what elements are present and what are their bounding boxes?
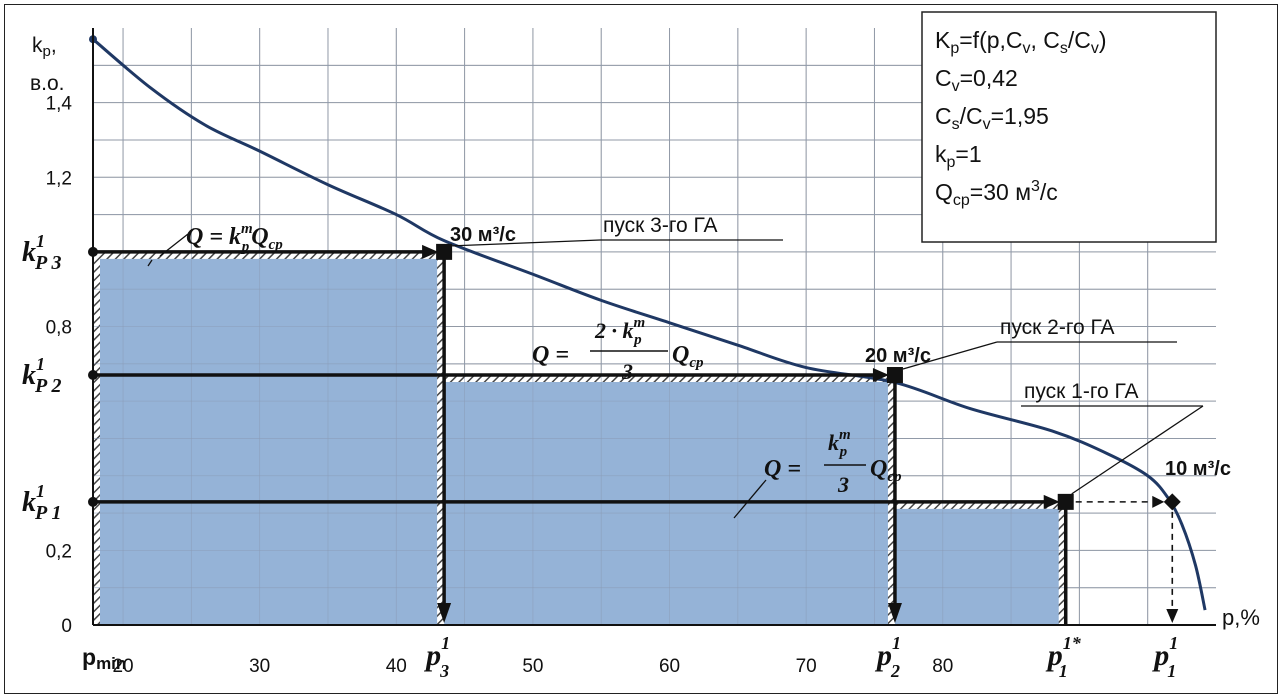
- formula-2-num: 2 · km p: [594, 315, 645, 348]
- formula-2-lhs: Q =: [532, 342, 569, 368]
- formula-3-rest: Qcp: [870, 456, 902, 485]
- y-axis-label: kp,: [32, 34, 57, 60]
- operating-point-2: [886, 367, 903, 384]
- info-box-line-1: Kp=f(p,Cv, Cs/Cv): [935, 27, 1107, 57]
- duration-curve: [92, 38, 1207, 611]
- level-dot-1: [88, 496, 98, 507]
- operating-point-1: [436, 243, 453, 260]
- drop-arrow-2: [887, 603, 902, 623]
- formula-3-num: km p: [828, 427, 851, 460]
- info-box-line-5: Qcp=30 м3/с: [935, 178, 1058, 209]
- y-tick-label: 0: [61, 616, 72, 637]
- level-label-2: k1 P 2: [22, 354, 61, 397]
- dashed-arrow-h: [1152, 495, 1165, 508]
- level-arrow-1: [1043, 494, 1060, 509]
- y-tick-label: 1,4: [46, 94, 73, 115]
- dashed-arrow-v: [1166, 609, 1179, 623]
- y-tick-label: 1,2: [46, 168, 72, 189]
- x-tick-label: 60: [659, 656, 680, 677]
- level-arrow-3: [422, 244, 439, 259]
- x-tick-label: 50: [522, 656, 543, 677]
- x-axis-label: p,%: [1222, 605, 1260, 630]
- operating-point-3: [1057, 493, 1074, 510]
- point-label-1: 30 м³/с: [450, 224, 516, 246]
- y-tick-label: 0,8: [46, 318, 72, 339]
- x-tick-label: 20: [112, 656, 133, 677]
- callout-leader-3: [1071, 405, 1204, 495]
- formula-2-rest: Qcp: [672, 342, 704, 371]
- callout-label-3: пуск 1-го ГА: [1024, 380, 1139, 403]
- formula-1: Q = km pQcp: [186, 221, 283, 255]
- formula-3-den: 3: [837, 472, 849, 497]
- level-dot-3: [88, 246, 98, 257]
- level-dot-2: [88, 370, 98, 381]
- level-label-3: k1 P 3: [22, 231, 61, 274]
- point-label-3: 10 м³/с: [1165, 458, 1231, 480]
- hatch-right-3: [1058, 501, 1066, 625]
- y-axis-label-units: в.о.: [30, 72, 65, 95]
- callout-leader-1: [452, 239, 601, 247]
- x-tick-label-pmin: pmin: [82, 644, 126, 673]
- p-label-1: p1 3: [423, 633, 450, 681]
- hatch-right-2: [887, 375, 895, 625]
- hatch-top-1: [100, 251, 445, 259]
- info-box: [921, 11, 1217, 243]
- drop-arrow-1: [437, 603, 452, 623]
- callout-label-1: пуск 3-го ГА: [603, 214, 718, 237]
- x-tick-label: 80: [932, 656, 953, 677]
- p-label-4: p1 1: [1151, 633, 1177, 681]
- level-arrow-2: [872, 368, 889, 383]
- info-box-line-4: kp=1: [935, 141, 982, 171]
- p-label-3: p1* 1: [1045, 633, 1082, 681]
- shaded-block-3: [894, 501, 1066, 625]
- info-box-line-3: Cs/Cv=1,95: [935, 103, 1049, 133]
- curve-point-marker: [1163, 493, 1181, 511]
- level-label-1: k1 P 1: [22, 481, 61, 524]
- point-label-2: 20 м³/с: [865, 345, 931, 367]
- x-tick-label: 70: [796, 656, 817, 677]
- formula-2-den: 3: [621, 359, 633, 384]
- formula-3-lhs: Q =: [764, 456, 801, 482]
- x-tick-label: 30: [249, 656, 270, 677]
- hatch-top-3: [894, 501, 1066, 509]
- lines-layer: [88, 28, 1216, 626]
- x-tick-label: 40: [386, 656, 407, 677]
- callout-leader-2: [902, 341, 998, 370]
- formula-1-leader: [159, 233, 189, 257]
- callout-label-2: пуск 2-го ГА: [1000, 316, 1115, 339]
- p-label-2: p1 2: [874, 633, 901, 681]
- y-tick-label: 0,2: [46, 541, 72, 562]
- formula-3-leader: [733, 479, 767, 519]
- info-box-line-2: Cv=0,42: [935, 65, 1018, 95]
- chart-frame: [4, 4, 1278, 694]
- formula-1-leader-b: [147, 259, 153, 267]
